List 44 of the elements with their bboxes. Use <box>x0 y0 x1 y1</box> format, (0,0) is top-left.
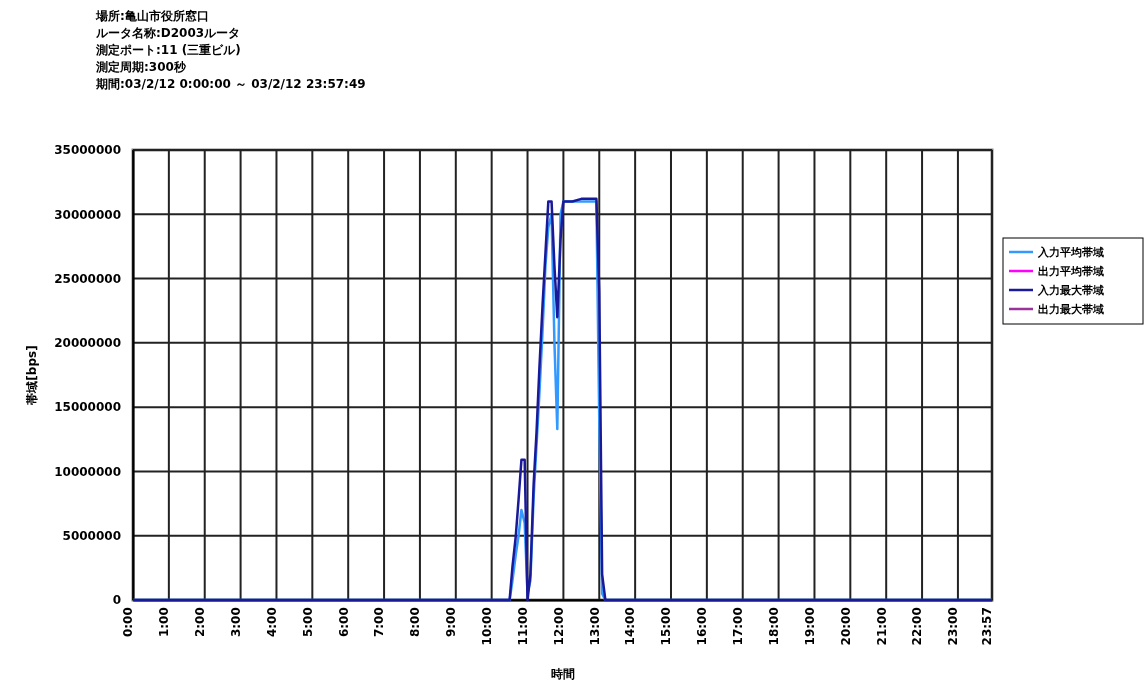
x-tick-label: 19:00 <box>802 607 817 646</box>
x-tick-label: 18:00 <box>766 607 781 646</box>
y-tick-label: 30000000 <box>54 207 121 222</box>
x-tick-label: 16:00 <box>695 607 710 646</box>
x-tick-label: 21:00 <box>874 607 889 646</box>
x-tick-label: 5:00 <box>300 607 315 638</box>
x-tick-label: 17:00 <box>731 607 746 646</box>
legend-label: 入力最大帯域 <box>1037 284 1104 297</box>
y-tick-label: 10000000 <box>54 464 121 479</box>
x-tick-label: 7:00 <box>372 607 387 638</box>
text: 測定周期:300秒 <box>95 60 187 74</box>
y-tick-label: 25000000 <box>54 271 121 286</box>
legend-label: 入力平均帯域 <box>1037 246 1104 259</box>
x-axis-title: 時間 <box>550 667 575 681</box>
x-tick-label: 10:00 <box>479 607 494 646</box>
x-tick-label: 9:00 <box>444 607 459 638</box>
x-tick-label: 2:00 <box>193 607 208 638</box>
x-tick-label: 4:00 <box>264 607 279 638</box>
x-tick-label: 15:00 <box>659 607 674 646</box>
x-tick-label: 11:00 <box>515 607 530 646</box>
y-tick-label: 5000000 <box>62 529 121 544</box>
x-tick-label: 1:00 <box>157 607 172 638</box>
x-tick-label: 3:00 <box>228 607 243 638</box>
x-tick-label: 23:00 <box>946 607 961 646</box>
text: 測定ポート:11 (三重ビル) <box>95 43 241 57</box>
chart-subtitle: ルータ名称:D2003ルータ <box>95 26 241 40</box>
x-tick-label: 12:00 <box>551 607 566 646</box>
x-tick-label: 0:00 <box>121 607 136 638</box>
x-tick-label: 8:00 <box>408 607 423 638</box>
chart-title: 場所:亀山市役所窓口 <box>95 9 209 23</box>
y-axis-title: 帯域[bps] <box>25 345 39 405</box>
y-tick-label: 0 <box>112 593 121 608</box>
legend-label: 出力最大帯域 <box>1038 303 1104 316</box>
x-tick-label: 22:00 <box>910 607 925 646</box>
x-tick-label: 20:00 <box>838 607 853 646</box>
x-tick-label: 13:00 <box>587 607 602 646</box>
text: 期間:03/2/12 0:00:00 ～ 03/2/12 23:57:49 <box>95 77 366 91</box>
x-tick-label: 6:00 <box>336 607 351 638</box>
legend-label: 出力平均帯域 <box>1038 265 1104 278</box>
y-tick-label: 35000000 <box>54 143 121 158</box>
x-tick-label: 14:00 <box>623 607 638 646</box>
y-tick-label: 20000000 <box>54 336 121 351</box>
x-tick-label: 23:57 <box>980 607 995 646</box>
y-tick-label: 15000000 <box>54 400 121 415</box>
